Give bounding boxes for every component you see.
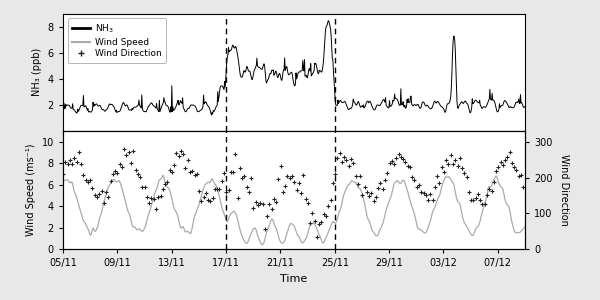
Y-axis label: Wind Direction: Wind Direction [559, 154, 569, 226]
X-axis label: Time: Time [280, 274, 308, 284]
Y-axis label: Wind Speed (ms⁻¹): Wind Speed (ms⁻¹) [26, 144, 36, 236]
Legend: NH$_3$, Wind Speed, Wind Direction: NH$_3$, Wind Speed, Wind Direction [68, 18, 166, 63]
Y-axis label: NH₃ (ppb): NH₃ (ppb) [32, 48, 42, 97]
